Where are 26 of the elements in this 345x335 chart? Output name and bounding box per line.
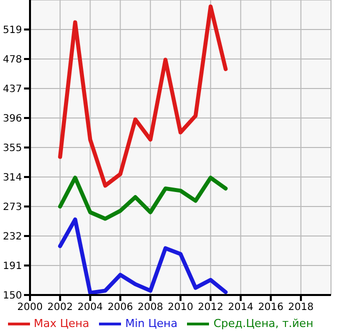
y-tick-label: 273 xyxy=(2,202,22,214)
line-series xyxy=(58,4,228,188)
line-series xyxy=(58,176,228,221)
x-tick-label: 2010 xyxy=(168,302,194,314)
x-tick-label: 2000 xyxy=(17,302,43,314)
y-tick-label: 355 xyxy=(2,143,22,154)
y-tick-label: 519 xyxy=(2,25,22,36)
x-tick-label: 2012 xyxy=(198,302,224,314)
y-tick-label: 478 xyxy=(2,54,22,66)
y-tick-label: 314 xyxy=(2,172,22,184)
y-tick-label: 150 xyxy=(2,290,22,302)
legend-label: Max Цена xyxy=(34,317,90,330)
legend-label: Min Цена xyxy=(125,317,178,330)
y-tick-label: 437 xyxy=(2,84,22,96)
x-tick-label: 2004 xyxy=(77,302,103,314)
y-tick-label: 232 xyxy=(2,232,22,243)
x-tick-label: 2002 xyxy=(47,302,73,314)
legend-label: Сред.Цена, т.йен xyxy=(213,317,314,330)
y-tick-label: 396 xyxy=(2,114,22,125)
x-tick-label: 2016 xyxy=(258,302,284,314)
y-tick-label: 191 xyxy=(2,261,22,272)
line-series xyxy=(58,217,228,295)
x-tick-label: 2018 xyxy=(288,302,314,314)
x-tick-label: 2008 xyxy=(138,302,164,314)
x-tick-label: 2006 xyxy=(108,302,134,314)
x-tick-label: 2014 xyxy=(228,302,254,314)
